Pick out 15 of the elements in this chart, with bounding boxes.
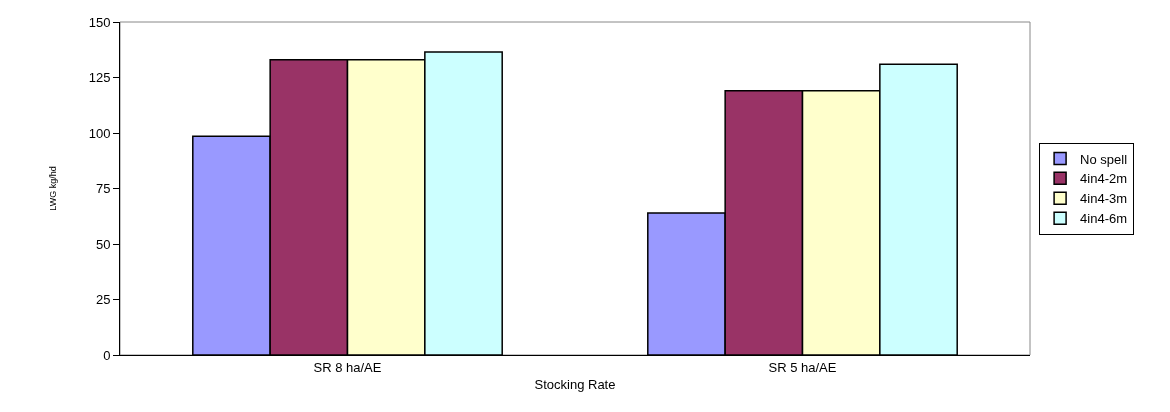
legend-label: 4in4-6m	[1080, 211, 1128, 227]
legend-label: 4in4-2m	[1080, 171, 1128, 187]
x-tick-label: SR 5 ha/AE	[768, 359, 837, 375]
y-axis-title: LWG kg/hd	[48, 166, 59, 211]
legend-label: 4in4-3m	[1080, 191, 1128, 207]
legend-label: No spell	[1080, 151, 1128, 167]
y-tick-label: 75	[95, 181, 111, 197]
y-tick-label: 100	[88, 125, 111, 141]
y-tick-label: 50	[95, 236, 111, 252]
x-tick-label: SR 8 ha/AE	[313, 359, 382, 375]
y-tick-label: 125	[88, 70, 111, 86]
y-tick-label: 25	[95, 292, 111, 308]
y-tick-label: 150	[88, 14, 111, 30]
y-tick-label: 0	[103, 347, 111, 363]
x-axis-title: Stocking Rate	[534, 377, 616, 393]
